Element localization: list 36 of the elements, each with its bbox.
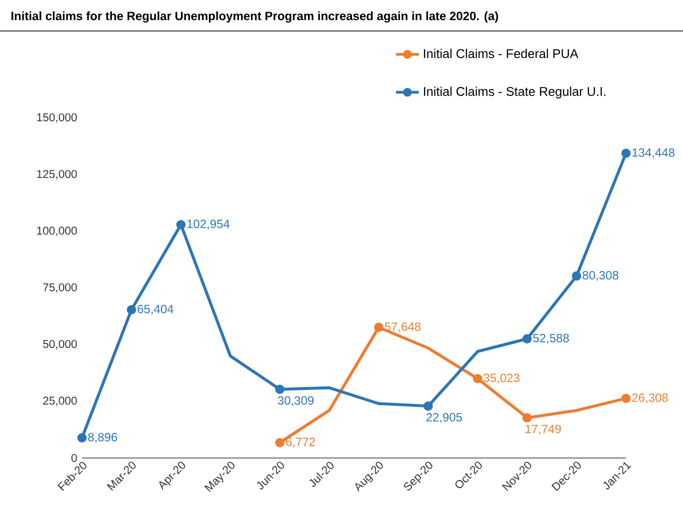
point [572, 271, 582, 281]
data-label: 22,905 [426, 413, 462, 423]
data-label: 6,772 [286, 438, 315, 448]
legend-label: Initial Claims - State Regular U.I. [424, 86, 606, 98]
point [472, 374, 482, 384]
point [621, 394, 631, 404]
point [621, 148, 631, 158]
point [522, 413, 532, 422]
data-label: 65,404 [138, 304, 174, 315]
y-tick-label: 0 [71, 454, 77, 462]
data-label: 102,954 [187, 220, 230, 230]
point [126, 305, 136, 314]
data-label: 80,308 [582, 271, 618, 281]
y-tick-label: 150,000 [37, 113, 77, 123]
y-tick-label: 75,000 [43, 283, 77, 293]
data-label: 30,309 [278, 396, 314, 406]
y-tick-label: 25,000 [43, 396, 77, 406]
data-label: 134,448 [632, 148, 674, 158]
point [176, 220, 186, 230]
legend-label: Initial Claims - Federal PUA [424, 48, 578, 58]
data-label: 17,749 [526, 424, 561, 435]
y-tick-label: 125,000 [37, 170, 77, 180]
data-label: 26,308 [632, 393, 668, 404]
point [275, 438, 284, 448]
data-label: 35,023 [484, 374, 520, 384]
point [424, 401, 433, 411]
point [374, 322, 384, 332]
point [522, 334, 532, 344]
data-label: 8,896 [88, 432, 118, 443]
y-tick-label: 100,000 [37, 226, 77, 236]
point [275, 384, 284, 394]
point [77, 433, 87, 443]
chart-title: Initial claims for the Regular Unemployment Program increased again in late 2020. (a) [12, 11, 498, 23]
y-tick-label: 50,000 [43, 340, 77, 350]
data-label: 57,648 [384, 322, 420, 332]
data-label: 52,588 [533, 334, 569, 344]
